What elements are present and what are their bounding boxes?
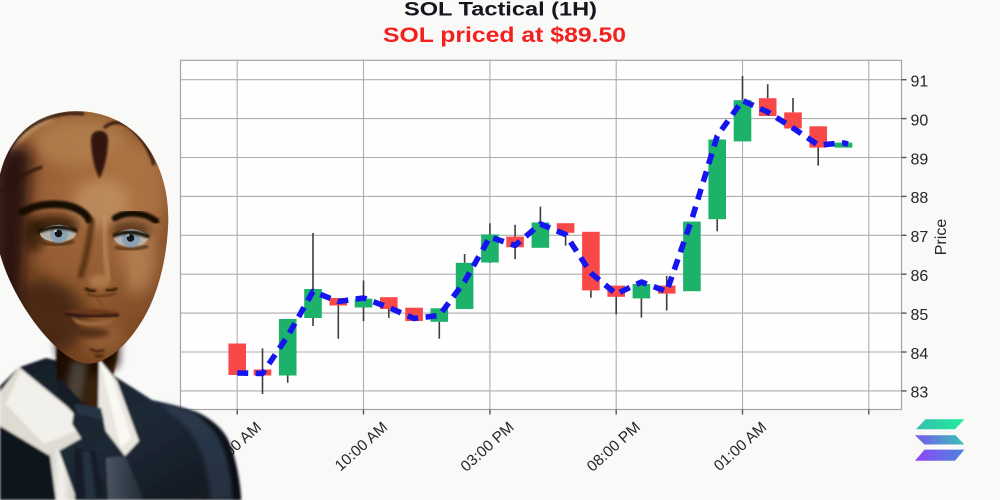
svg-text:90: 90 [911,112,929,129]
svg-text:87: 87 [911,229,929,246]
svg-text:SOL priced at $89.50: SOL priced at $89.50 [383,23,626,47]
svg-text:88: 88 [911,190,929,207]
svg-text:85: 85 [911,307,929,324]
svg-text:SOL Tactical (1H): SOL Tactical (1H) [404,0,597,21]
svg-text:89: 89 [911,151,929,168]
svg-text:84: 84 [911,346,929,363]
svg-text:83: 83 [911,385,929,402]
svg-text:86: 86 [911,268,929,285]
svg-text:91: 91 [911,74,929,91]
svg-text:Price: Price [933,219,950,256]
